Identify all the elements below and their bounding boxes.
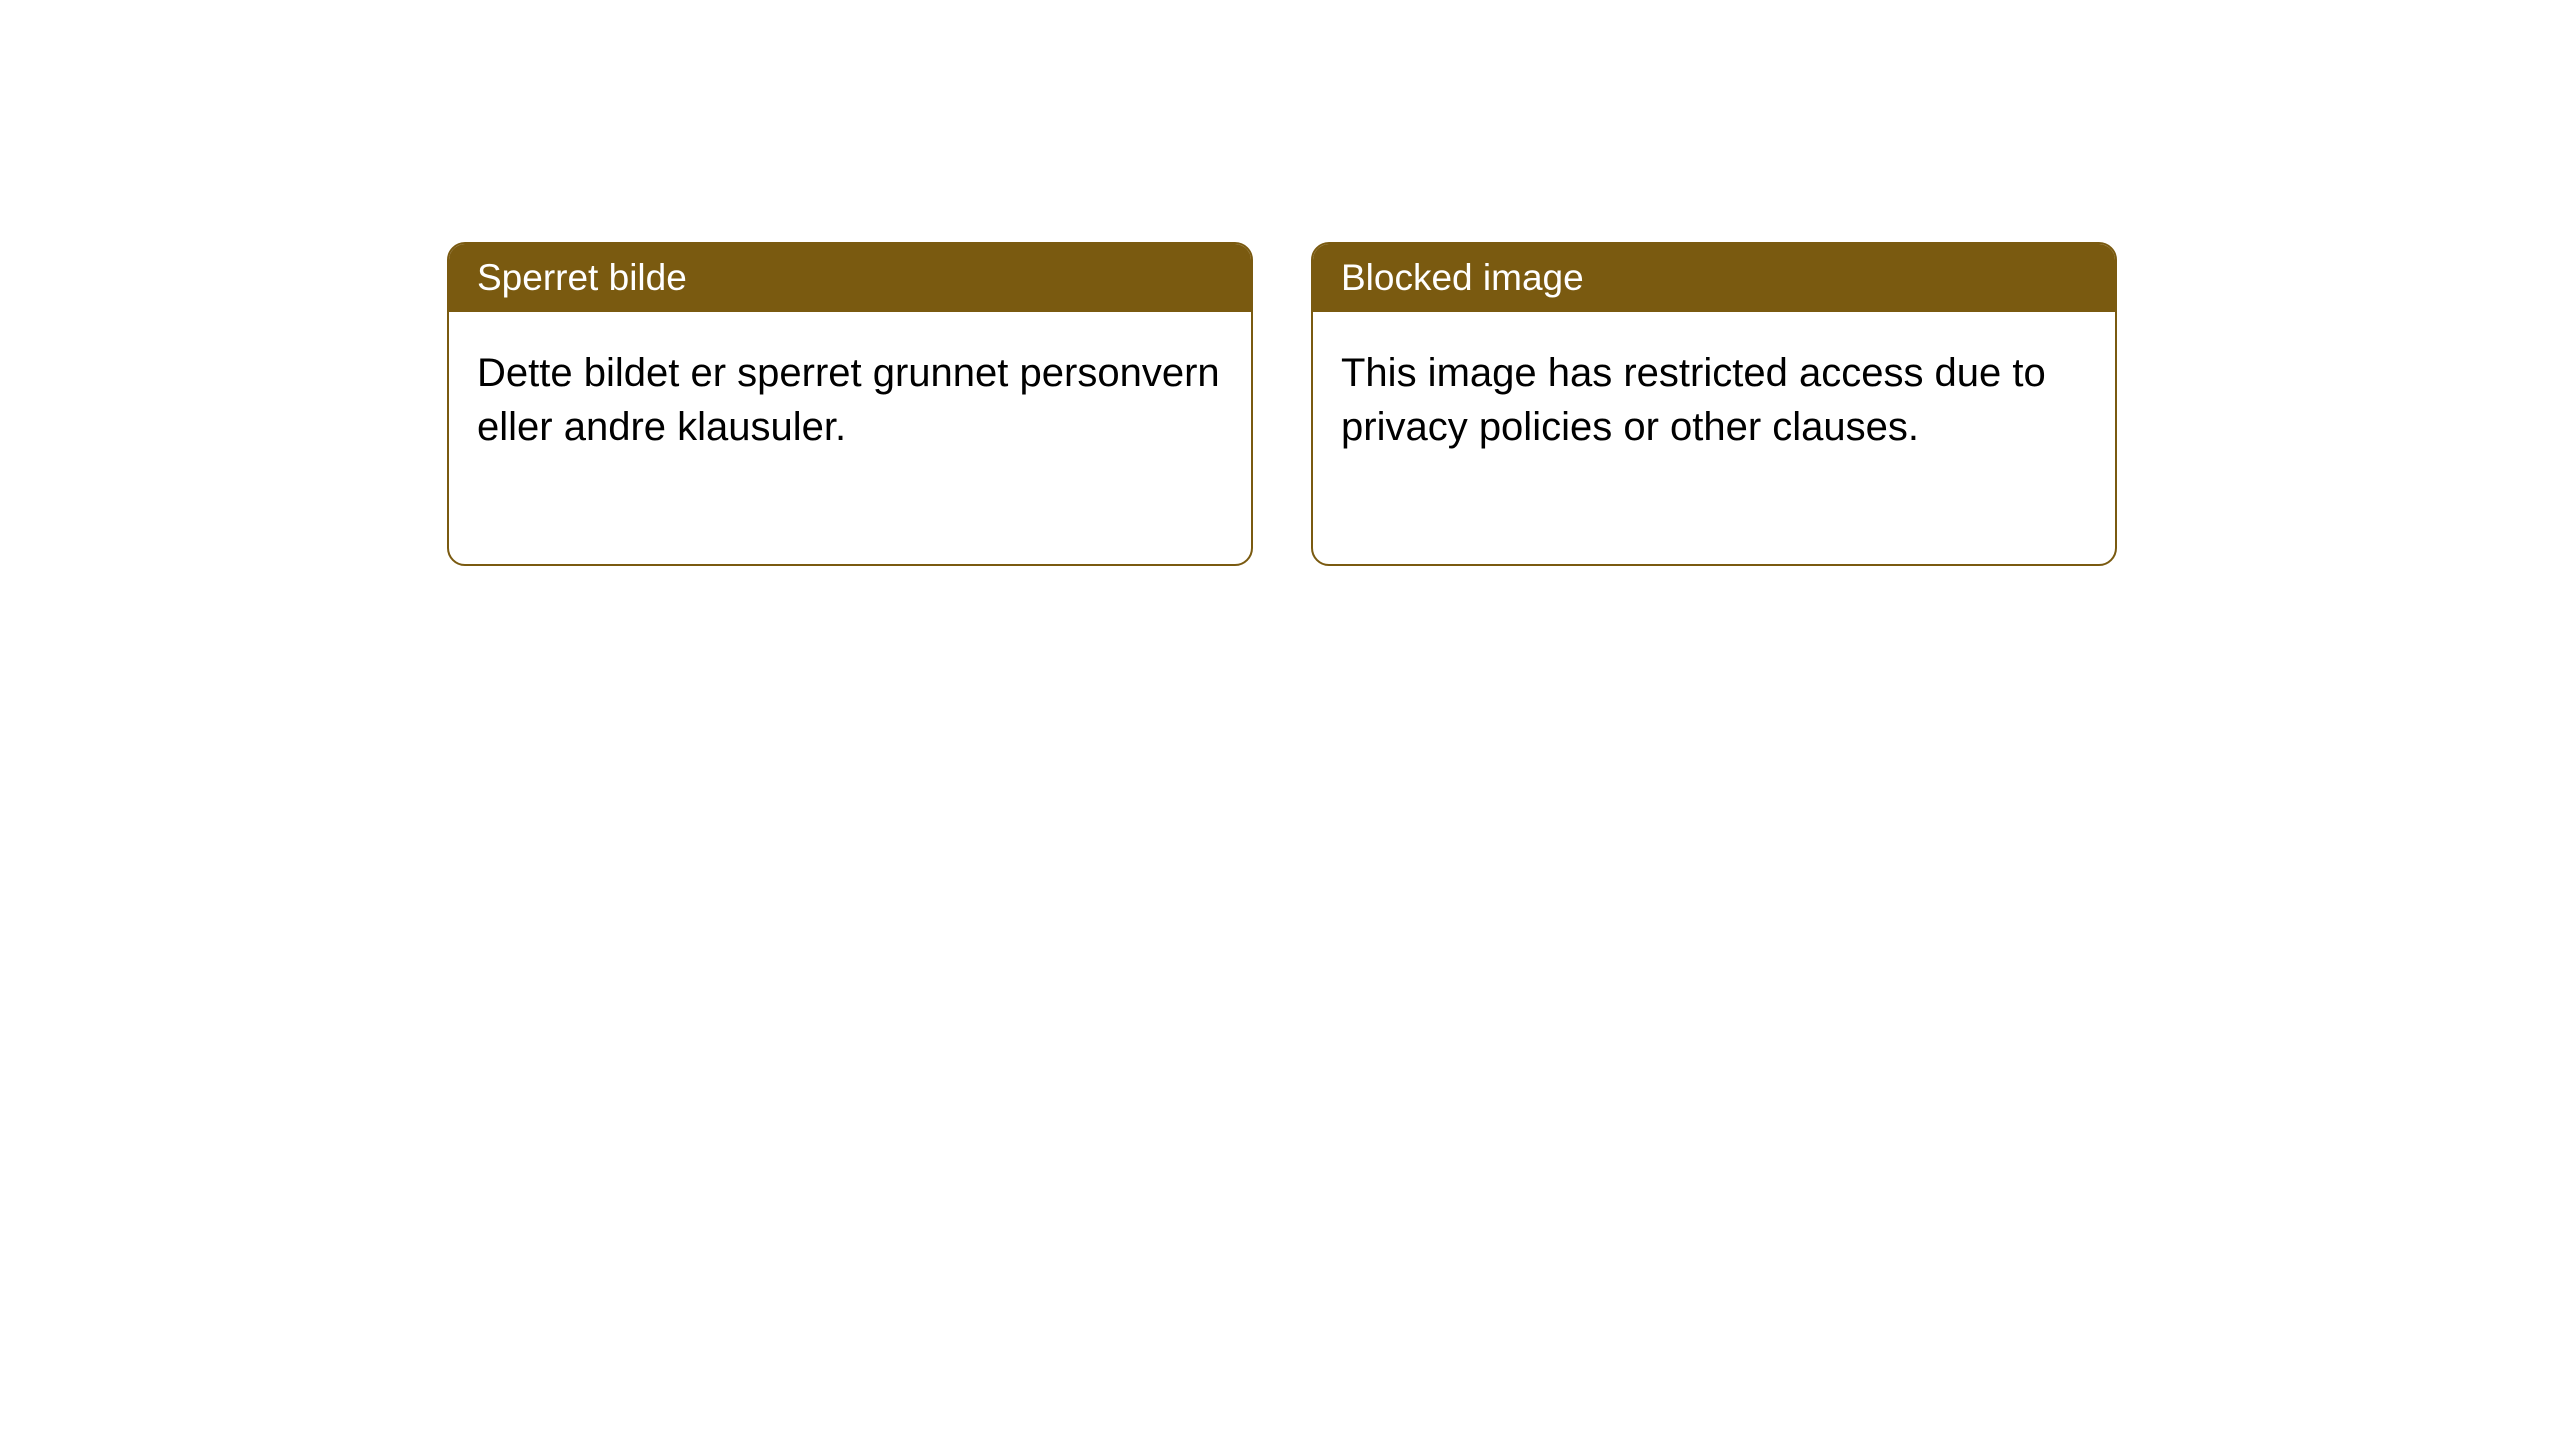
notice-title: Sperret bilde xyxy=(477,257,687,298)
notice-header: Blocked image xyxy=(1313,244,2115,312)
notice-title: Blocked image xyxy=(1341,257,1584,298)
restricted-image-notices: Sperret bilde Dette bildet er sperret gr… xyxy=(447,242,2560,566)
notice-message: Dette bildet er sperret grunnet personve… xyxy=(477,351,1220,449)
notice-box-norwegian: Sperret bilde Dette bildet er sperret gr… xyxy=(447,242,1253,566)
notice-box-english: Blocked image This image has restricted … xyxy=(1311,242,2117,566)
notice-header: Sperret bilde xyxy=(449,244,1251,312)
notice-body: This image has restricted access due to … xyxy=(1313,312,2115,564)
notice-message: This image has restricted access due to … xyxy=(1341,351,2046,449)
notice-body: Dette bildet er sperret grunnet personve… xyxy=(449,312,1251,564)
